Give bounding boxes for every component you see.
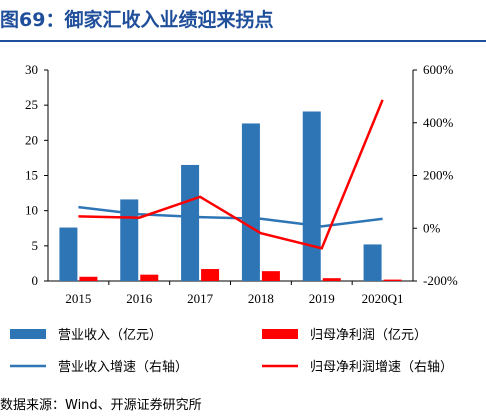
chart-bars bbox=[59, 111, 402, 281]
left-tick-label: 25 bbox=[25, 97, 38, 112]
revenue-bar bbox=[59, 227, 78, 281]
left-tick-label: 20 bbox=[25, 132, 38, 147]
revenue-bar bbox=[120, 199, 139, 281]
figure-title-text: 图69：御家汇收入业绩迎来拐点 bbox=[0, 9, 274, 31]
legend-label: 归母净利润（亿元） bbox=[310, 328, 427, 343]
profit-bar bbox=[261, 271, 280, 281]
left-tick-label: 0 bbox=[32, 273, 39, 288]
legend-label: 营业收入增速（右轴） bbox=[58, 360, 188, 375]
source-note: 数据来源：Wind、开源证券研究所 bbox=[0, 398, 202, 413]
revenue-bar bbox=[302, 111, 321, 281]
legend-label: 归母净利润增速（右轴） bbox=[310, 360, 453, 375]
x-tick-label: 2015 bbox=[65, 291, 91, 306]
chart-legend: 营业收入（亿元） 归母净利润（亿元） 营业收入增速（右轴） 归母净利润增速（右轴） bbox=[10, 328, 453, 375]
profit-growth-line bbox=[78, 99, 384, 250]
profit-bar bbox=[79, 276, 98, 281]
figure-title: 图69：御家汇收入业绩迎来拐点 bbox=[0, 6, 486, 38]
legend-swatch-bar bbox=[262, 329, 298, 339]
x-tick-label: 2017 bbox=[187, 291, 214, 306]
chart-lines bbox=[78, 99, 384, 250]
left-tick-label: 5 bbox=[32, 238, 39, 253]
right-tick-label: -200% bbox=[423, 273, 458, 288]
x-tick-label: 2018 bbox=[248, 291, 274, 306]
right-tick-label: 400% bbox=[423, 115, 454, 130]
x-tick-label: 2016 bbox=[126, 291, 153, 306]
profit-bar bbox=[140, 274, 159, 281]
left-tick-label: 15 bbox=[25, 168, 38, 183]
profit-bar bbox=[201, 269, 220, 281]
revenue-bar bbox=[241, 123, 260, 281]
left-tick-label: 10 bbox=[25, 203, 38, 218]
x-tick-label: 2019 bbox=[309, 291, 335, 306]
legend-swatch-bar bbox=[10, 329, 46, 339]
revenue-bar bbox=[363, 244, 382, 281]
left-tick-label: 30 bbox=[25, 62, 38, 77]
title-rule bbox=[0, 40, 486, 42]
profit-bar bbox=[383, 279, 402, 281]
revenue-bar bbox=[181, 164, 200, 281]
right-tick-label: 600% bbox=[423, 62, 454, 77]
legend-label: 营业收入（亿元） bbox=[58, 328, 162, 343]
chart-axes: 0 5 10 15 20 25 30 -200% 0% 200% 400% 600% 2015 2016 2… bbox=[25, 62, 458, 306]
right-tick-label: 200% bbox=[423, 168, 454, 183]
x-tick-label: 2020Q1 bbox=[362, 291, 404, 306]
profit-bar bbox=[322, 278, 341, 281]
right-tick-label: 0% bbox=[423, 220, 441, 235]
